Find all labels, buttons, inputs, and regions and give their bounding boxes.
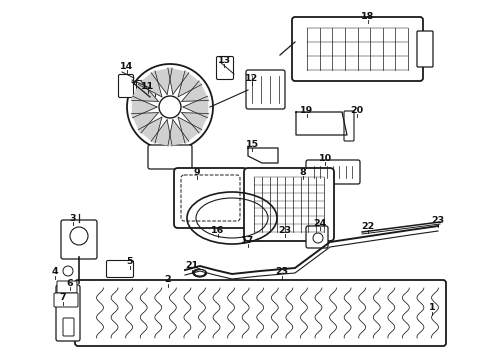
- Polygon shape: [151, 120, 172, 146]
- FancyBboxPatch shape: [174, 168, 247, 228]
- FancyBboxPatch shape: [217, 57, 234, 80]
- Polygon shape: [138, 71, 162, 97]
- Polygon shape: [131, 81, 158, 102]
- Text: 4: 4: [51, 267, 58, 276]
- Text: 19: 19: [300, 105, 314, 114]
- Polygon shape: [132, 96, 157, 118]
- FancyBboxPatch shape: [306, 226, 328, 248]
- Text: 7: 7: [60, 293, 66, 302]
- Text: 9: 9: [194, 167, 200, 176]
- Polygon shape: [248, 148, 278, 163]
- FancyBboxPatch shape: [56, 285, 80, 341]
- Polygon shape: [151, 68, 172, 94]
- Text: 22: 22: [361, 221, 375, 230]
- Polygon shape: [182, 113, 208, 133]
- FancyBboxPatch shape: [63, 318, 74, 336]
- Text: 8: 8: [299, 167, 306, 176]
- Text: 5: 5: [127, 257, 133, 266]
- Circle shape: [159, 96, 181, 118]
- Text: 6: 6: [67, 279, 74, 288]
- Text: 17: 17: [242, 235, 255, 244]
- FancyBboxPatch shape: [54, 293, 78, 307]
- Text: 10: 10: [318, 153, 332, 162]
- Text: 15: 15: [245, 140, 259, 149]
- FancyBboxPatch shape: [181, 175, 240, 221]
- FancyBboxPatch shape: [417, 31, 433, 67]
- Text: 16: 16: [211, 225, 224, 234]
- FancyBboxPatch shape: [148, 145, 192, 169]
- Text: 20: 20: [350, 105, 364, 114]
- Text: 1: 1: [429, 303, 435, 312]
- Text: 23: 23: [278, 225, 292, 234]
- Text: 23: 23: [275, 267, 289, 276]
- Text: 14: 14: [121, 62, 134, 71]
- FancyBboxPatch shape: [137, 81, 155, 98]
- FancyBboxPatch shape: [63, 288, 74, 306]
- FancyBboxPatch shape: [244, 168, 334, 241]
- Polygon shape: [178, 71, 202, 97]
- FancyBboxPatch shape: [246, 70, 285, 109]
- Polygon shape: [138, 117, 162, 143]
- Polygon shape: [131, 113, 158, 133]
- Polygon shape: [168, 120, 189, 146]
- Text: 24: 24: [314, 219, 327, 228]
- FancyBboxPatch shape: [306, 160, 360, 184]
- Polygon shape: [296, 112, 347, 135]
- FancyBboxPatch shape: [119, 75, 133, 98]
- Text: 21: 21: [185, 261, 198, 270]
- FancyBboxPatch shape: [344, 111, 354, 141]
- Polygon shape: [182, 81, 208, 102]
- FancyBboxPatch shape: [61, 220, 97, 259]
- Polygon shape: [183, 96, 207, 118]
- Text: 2: 2: [165, 275, 172, 284]
- Polygon shape: [178, 117, 202, 143]
- FancyBboxPatch shape: [57, 281, 77, 293]
- FancyBboxPatch shape: [292, 17, 423, 81]
- Text: 18: 18: [361, 12, 375, 21]
- Polygon shape: [168, 68, 189, 94]
- FancyBboxPatch shape: [75, 280, 446, 346]
- Text: 11: 11: [142, 81, 155, 90]
- Text: 23: 23: [431, 216, 444, 225]
- Text: 13: 13: [218, 55, 231, 64]
- Text: 12: 12: [245, 73, 259, 82]
- Text: 3: 3: [70, 213, 76, 222]
- FancyBboxPatch shape: [106, 261, 133, 278]
